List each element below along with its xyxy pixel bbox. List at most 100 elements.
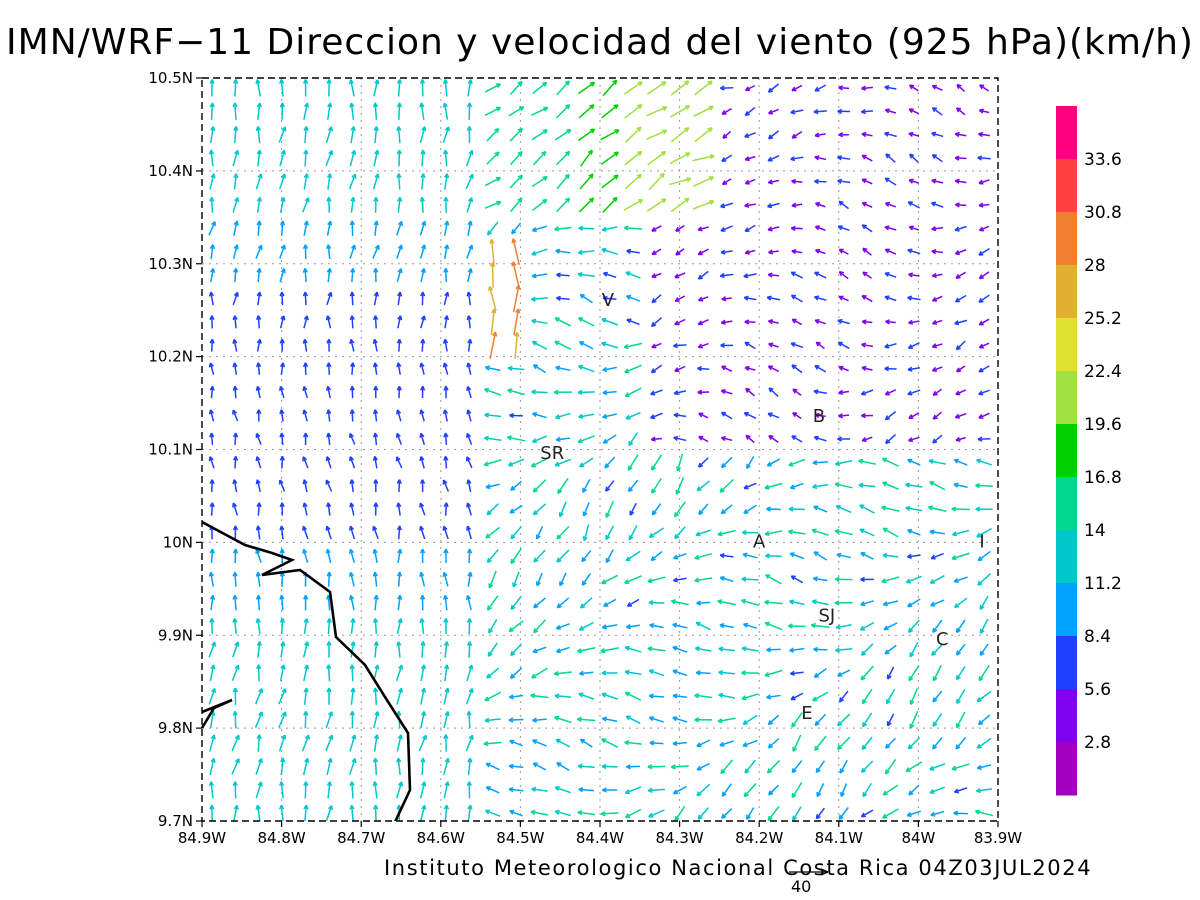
wind-vector (349, 710, 356, 729)
wind-vector (209, 338, 215, 352)
wind-vector (326, 244, 332, 260)
wind-vector (488, 570, 497, 589)
wind-vector (325, 548, 332, 563)
reference-vector (789, 868, 829, 876)
wind-vector (302, 267, 308, 283)
wind-vector (717, 717, 736, 724)
wind-vector (443, 385, 449, 399)
wind-vector (279, 571, 285, 587)
wind-vector (419, 804, 427, 821)
wind-vector (885, 434, 896, 445)
wind-vector (788, 623, 806, 629)
wind-vector (674, 526, 686, 540)
wind-vector (255, 781, 263, 799)
wind-vector (838, 132, 849, 138)
wind-vector (279, 291, 285, 306)
wind-vector (372, 102, 379, 120)
wind-vector (254, 711, 264, 728)
wind-vector (788, 529, 806, 535)
wind-vector (578, 197, 595, 213)
wind-vector (953, 576, 968, 583)
wind-vector (861, 342, 873, 348)
wind-vector (465, 734, 474, 752)
wind-vector (954, 131, 967, 138)
colorbar-label: 11.2 (1084, 574, 1122, 594)
wind-vector (553, 670, 572, 677)
wind-vector (278, 711, 287, 728)
wind-vector (697, 270, 709, 280)
wind-vector (579, 341, 594, 350)
wind-vector (556, 272, 570, 278)
x-tick-label: 84.6W (417, 829, 465, 847)
wind-vector (279, 196, 286, 213)
wind-vector (976, 690, 992, 703)
colorbar-segment (1056, 530, 1077, 584)
wind-vector (209, 804, 215, 821)
wind-vector (929, 763, 946, 771)
wind-vector (579, 173, 594, 190)
wind-vector (443, 711, 450, 729)
wind-vector (578, 787, 595, 793)
wind-vector (907, 248, 921, 255)
colorbar-segment (1056, 742, 1077, 796)
place-label-c: C (936, 629, 949, 650)
wind-vector (720, 225, 733, 232)
wind-vector (466, 664, 474, 682)
colorbar-label: 8.4 (1084, 627, 1111, 647)
wind-vector (443, 641, 450, 658)
wind-vector (694, 127, 713, 143)
wind-vector (953, 810, 968, 816)
wind-vector (767, 806, 780, 821)
wind-vector (719, 576, 734, 583)
wind-vector (791, 782, 803, 799)
wind-vector (978, 342, 990, 349)
wind-vector (303, 781, 309, 799)
wind-vector (349, 149, 357, 167)
wind-vector (325, 126, 333, 144)
wind-vector (279, 362, 286, 375)
wind-vector (835, 505, 852, 514)
wind-vector (743, 782, 757, 798)
wind-vector (325, 456, 332, 469)
wind-vector (577, 81, 596, 95)
wind-vector (931, 643, 944, 657)
wind-vector (372, 571, 379, 587)
wind-vector (326, 173, 333, 190)
wind-vector (815, 760, 826, 774)
wind-vector (602, 79, 618, 97)
wind-vector (255, 362, 262, 375)
wind-vector (697, 226, 709, 232)
wind-vector (326, 409, 332, 422)
wind-vector (232, 687, 238, 705)
wind-vector (372, 338, 378, 352)
wind-vector (396, 220, 403, 236)
wind-vector (465, 173, 474, 190)
wind-vector (232, 548, 239, 564)
wind-vector (814, 178, 827, 185)
wind-vector (955, 271, 966, 279)
wind-vector (326, 618, 332, 635)
wind-vector (882, 808, 899, 819)
wind-vector (555, 436, 570, 443)
wind-vector (349, 291, 355, 306)
wind-vector (507, 458, 525, 467)
wind-vector (279, 409, 285, 422)
wind-vector (906, 810, 922, 817)
wind-vector (811, 528, 829, 536)
wind-vector (419, 79, 426, 97)
wind-vector (302, 594, 309, 611)
wind-vector (626, 318, 640, 326)
wind-vector (255, 571, 261, 587)
wind-vector (507, 388, 525, 396)
wind-vector (208, 781, 215, 799)
wind-vector (303, 126, 309, 144)
wind-vector (303, 173, 309, 190)
wind-vector (979, 643, 989, 656)
wind-vector (233, 173, 239, 190)
wind-vector (533, 549, 546, 563)
wind-vector (884, 271, 897, 278)
wind-vector (674, 295, 686, 302)
wind-vector (623, 81, 643, 95)
wind-vector (303, 315, 309, 329)
